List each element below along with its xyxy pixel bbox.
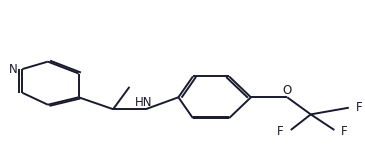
Text: O: O xyxy=(283,84,292,97)
Text: HN: HN xyxy=(135,96,153,109)
Text: F: F xyxy=(341,125,347,138)
Text: N: N xyxy=(9,63,18,76)
Text: F: F xyxy=(356,101,363,114)
Text: F: F xyxy=(277,125,284,138)
